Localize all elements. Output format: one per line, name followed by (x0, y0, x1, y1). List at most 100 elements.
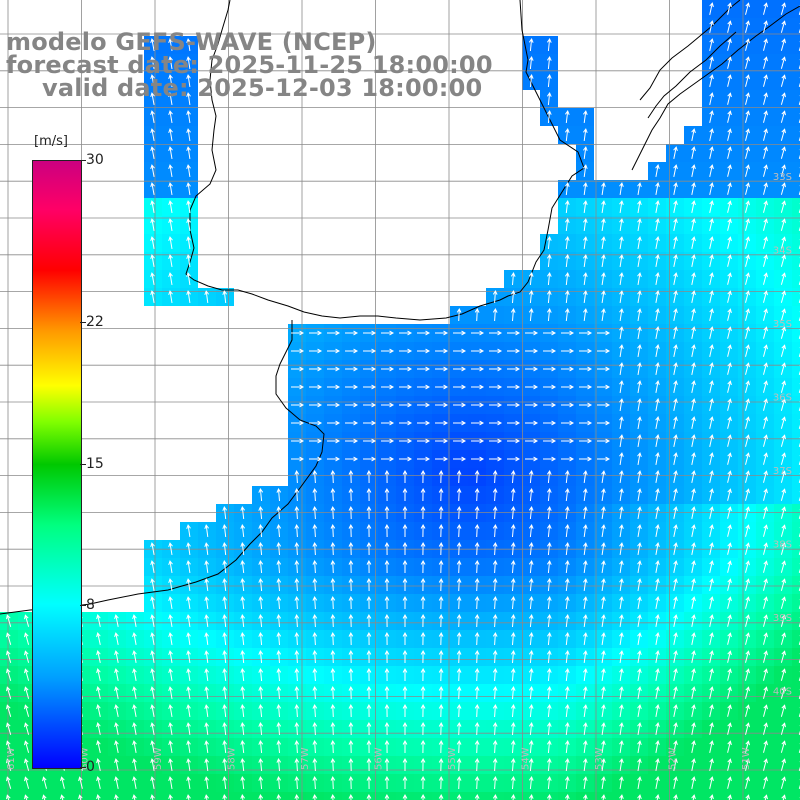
wind-arrow (763, 758, 768, 771)
wind-arrow (24, 794, 29, 800)
wind-arrow (456, 541, 462, 556)
wind-arrow (525, 438, 539, 444)
wind-arrow (691, 578, 696, 591)
wind-arrow (168, 236, 173, 249)
wind-arrow (474, 793, 480, 800)
wind-arrow (673, 794, 678, 800)
wind-arrow (384, 469, 390, 484)
wind-arrow (96, 650, 101, 664)
wind-arrow (240, 739, 246, 754)
wind-arrow (583, 128, 588, 141)
wind-arrow (673, 290, 678, 303)
wind-arrow (546, 523, 552, 538)
wind-cell (792, 180, 800, 198)
wind-arrow (150, 560, 155, 573)
wind-arrow (546, 235, 552, 250)
wind-arrow (402, 703, 408, 717)
wind-arrow (168, 542, 173, 555)
wind-arrow (114, 686, 119, 699)
wind-arrow (709, 632, 714, 646)
wind-arrow (673, 614, 678, 627)
wind-arrow (727, 524, 732, 537)
wind-arrow (510, 667, 516, 682)
wind-arrow (528, 307, 534, 322)
wind-arrow (601, 632, 606, 645)
wind-arrow (709, 542, 714, 556)
wind-arrow (366, 739, 372, 754)
wind-arrow (276, 793, 282, 800)
longitude-label: 58W (227, 747, 238, 770)
wind-arrow (546, 739, 552, 754)
wind-arrow (619, 686, 624, 699)
wind-arrow (417, 348, 431, 354)
wind-arrow (348, 721, 354, 736)
wind-arrow (727, 434, 732, 447)
wind-arrow (489, 384, 503, 390)
wind-arrow (727, 758, 732, 771)
wind-arrow (204, 560, 209, 573)
wind-arrow (150, 668, 155, 681)
wind-arrow (691, 470, 696, 483)
wind-arrow (150, 794, 155, 800)
wind-arrow (168, 686, 173, 699)
wind-arrow (637, 758, 642, 771)
wind-arrow (601, 308, 606, 321)
wind-arrow (691, 668, 696, 681)
wind-arrow (330, 595, 336, 610)
wind-arrow (510, 739, 516, 754)
wind-arrow (366, 505, 372, 520)
wind-arrow (637, 254, 642, 267)
wind-arrow (691, 326, 696, 339)
wind-arrow (727, 2, 732, 15)
wind-arrow (384, 757, 390, 772)
wind-arrow (727, 686, 732, 699)
wind-arrow (528, 577, 534, 592)
wind-arrow (583, 560, 588, 573)
wind-arrow (309, 330, 323, 336)
wind-arrow (564, 469, 570, 484)
wind-arrow (727, 92, 732, 105)
wind-arrow (312, 541, 318, 556)
colorbar-tick-mark (80, 160, 86, 161)
wind-arrow (763, 596, 768, 609)
wind-arrow (709, 362, 714, 376)
wind-arrow (6, 668, 12, 681)
wind-arrow (204, 650, 209, 663)
wind-arrow (780, 272, 786, 285)
wind-arrow (727, 452, 732, 465)
wind-arrow (363, 384, 377, 390)
wind-cell (0, 792, 18, 800)
wind-arrow (24, 758, 30, 771)
wind-arrow (186, 632, 191, 645)
wind-arrow (564, 703, 570, 718)
wind-arrow (597, 366, 611, 372)
wind-arrow (763, 20, 768, 33)
wind-arrow (691, 686, 696, 699)
wind-arrow (637, 344, 642, 357)
wind-arrow (691, 254, 696, 267)
wind-arrow (619, 614, 624, 627)
wind-arrow (763, 470, 768, 483)
wind-arrow (745, 326, 750, 339)
wind-arrow (150, 146, 155, 159)
wind-arrow (384, 649, 390, 664)
wind-arrow (763, 686, 768, 699)
wind-arrow (438, 721, 444, 736)
wind-arrow (6, 722, 12, 735)
wind-arrow (420, 793, 426, 800)
wind-arrow (619, 218, 624, 231)
wind-arrow (745, 704, 750, 717)
wind-arrow (727, 308, 732, 321)
wind-arrow (366, 595, 372, 610)
wind-arrow (763, 182, 768, 195)
wind-arrow (691, 452, 696, 465)
wind-arrow (345, 456, 359, 462)
wind-cell (792, 630, 800, 648)
wind-arrow (438, 631, 444, 646)
wind-arrow (561, 366, 575, 372)
wind-arrow (691, 524, 696, 537)
wind-arrow (583, 596, 588, 609)
wind-arrow (780, 2, 786, 15)
wind-arrow (780, 560, 786, 573)
wind-arrow (294, 631, 300, 646)
